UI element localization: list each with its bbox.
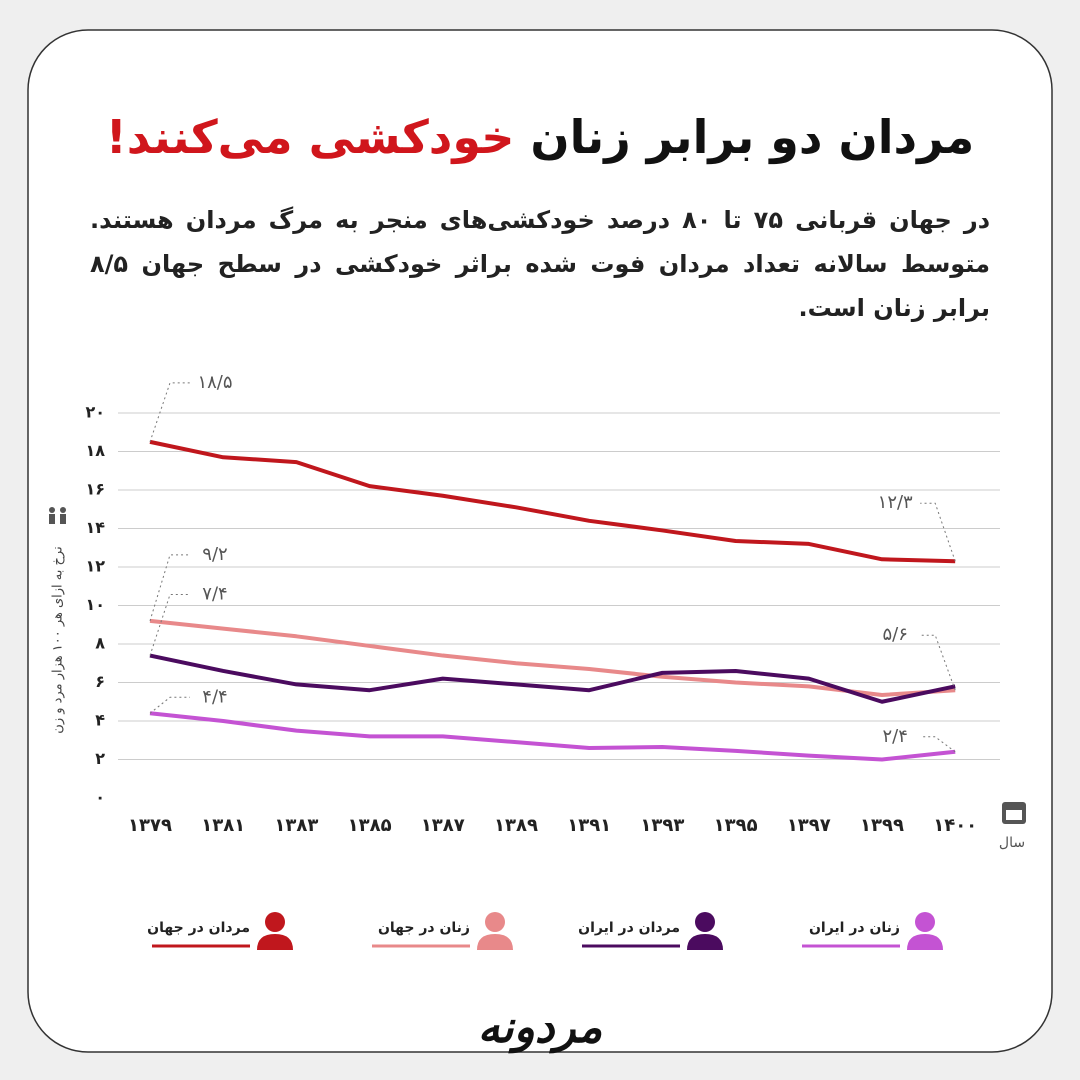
x-tick-label: ۱۳۸۷ bbox=[421, 815, 465, 836]
legend-label: زنان در ایران bbox=[809, 920, 900, 936]
legend-icon bbox=[687, 934, 723, 950]
people-icon bbox=[49, 507, 66, 524]
data-label: ۵/۶ bbox=[882, 624, 907, 645]
y-tick-label: ۲۰ bbox=[85, 403, 105, 422]
x-tick-label: ۱۳۹۹ bbox=[860, 815, 904, 836]
card bbox=[27, 29, 1053, 1053]
x-tick-label: ۱۳۷۹ bbox=[128, 815, 172, 836]
x-tick-label: ۱۳۹۵ bbox=[714, 815, 758, 836]
leader-line bbox=[920, 502, 956, 562]
x-axis-label: سال bbox=[999, 835, 1025, 851]
legend-icon bbox=[477, 934, 513, 950]
y-axis-label: نرخ به ازای هر ۱۰۰ هزار مرد و زن bbox=[51, 546, 66, 733]
y-tick-label: ۰ bbox=[95, 788, 105, 807]
x-tick-label: ۱۳۹۱ bbox=[567, 815, 611, 836]
y-tick-label: ۸ bbox=[95, 634, 105, 653]
legend-label: زنان در جهان bbox=[378, 920, 470, 936]
legend-icon bbox=[695, 912, 715, 932]
legend-label: مردان در جهان bbox=[147, 920, 250, 936]
legend-icon bbox=[257, 934, 293, 950]
y-tick-label: ۱۲ bbox=[85, 557, 105, 576]
series-line bbox=[149, 618, 956, 698]
leader-line bbox=[149, 382, 190, 443]
leader-line bbox=[149, 696, 190, 714]
legend-icon bbox=[265, 912, 285, 932]
calendar-icon bbox=[1002, 802, 1026, 824]
data-label: ۲/۴ bbox=[882, 726, 907, 747]
leader-line bbox=[149, 594, 190, 656]
legend-label: مردان در ایران bbox=[578, 920, 680, 936]
y-tick-label: ۴ bbox=[95, 711, 105, 730]
x-tick-label: ۱۳۸۹ bbox=[494, 815, 538, 836]
data-label: ۹/۲ bbox=[202, 544, 227, 565]
chart-title: مردان دو برابر زنان خودکشی می‌کنند! bbox=[106, 110, 974, 164]
y-tick-label: ۶ bbox=[95, 672, 105, 691]
x-tick-label: ۱۳۹۳ bbox=[640, 815, 684, 836]
y-tick-label: ۱۴ bbox=[85, 518, 105, 537]
y-tick-label: ۱۰ bbox=[85, 595, 105, 614]
x-tick-label: ۱۳۸۱ bbox=[201, 815, 245, 836]
data-label: ۷/۴ bbox=[202, 584, 227, 605]
legend-icon bbox=[485, 912, 505, 932]
y-tick-label: ۱۸ bbox=[85, 441, 105, 460]
y-tick-label: ۱۶ bbox=[85, 480, 105, 499]
legend-icon bbox=[907, 934, 943, 950]
y-tick-label: ۲ bbox=[95, 749, 105, 768]
legend-icon bbox=[915, 912, 935, 932]
data-label: ۱۲/۳ bbox=[878, 492, 913, 513]
x-tick-label: ۱۴۰۰ bbox=[933, 815, 977, 836]
x-tick-label: ۱۳۸۳ bbox=[274, 815, 318, 836]
leader-line bbox=[920, 736, 956, 753]
data-label: ۱۸/۵ bbox=[197, 372, 232, 393]
x-tick-label: ۱۳۹۷ bbox=[787, 815, 831, 836]
description: در جهان قربانی ۷۵ تا ۸۰ درصد خودکشی‌های … bbox=[90, 206, 991, 322]
series-line bbox=[149, 711, 956, 762]
series-line bbox=[149, 653, 956, 704]
brand-logo: مردونه bbox=[478, 1002, 603, 1054]
data-label: ۴/۴ bbox=[202, 686, 227, 707]
x-tick-label: ۱۳۸۵ bbox=[348, 815, 392, 836]
series-line bbox=[149, 439, 956, 564]
